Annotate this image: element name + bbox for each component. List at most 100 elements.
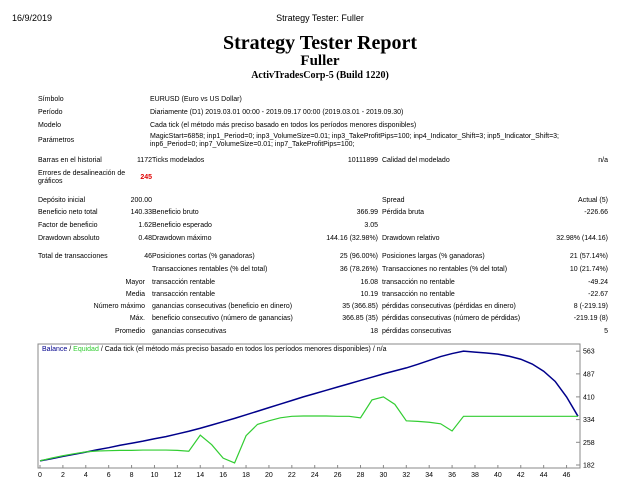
info-value: Diariamente (D1) 2019.03.01 00:00 - 2019… xyxy=(150,109,404,116)
table-value: 0.48 xyxy=(138,235,152,242)
table-value: 3.05 xyxy=(364,222,378,229)
series-line xyxy=(39,350,579,462)
y-tick-label: 258 xyxy=(583,440,595,447)
legend: Balance / Equidad / Cada tick (el método… xyxy=(42,346,387,353)
legend-entry: Equidad xyxy=(73,346,99,353)
table-value: 21 (57.14%) xyxy=(569,253,608,260)
table-label: transacción no rentable xyxy=(382,279,455,286)
table-value: 32.98% (144.16) xyxy=(556,235,608,242)
x-tick-label: 26 xyxy=(334,472,342,479)
y-tick-label: 410 xyxy=(583,394,595,401)
table-label: Transacciones rentables (% del total) xyxy=(152,266,268,273)
table-label: transacción rentable xyxy=(152,279,216,286)
table-value: 140.33 xyxy=(130,209,152,216)
table-value: -219.19 (8) xyxy=(573,315,608,322)
table-label: transacción no rentable xyxy=(382,291,455,298)
table-label: Mayor xyxy=(125,279,145,286)
table-value: 35 (366.85) xyxy=(342,303,378,310)
x-tick-label: 10 xyxy=(151,472,159,479)
table-value: -22.67 xyxy=(588,291,608,298)
table-label: Ticks modelados xyxy=(152,157,205,164)
x-tick-label: 12 xyxy=(173,472,181,479)
info-label: Modelo xyxy=(38,122,61,129)
x-tick-label: 34 xyxy=(425,472,433,479)
table-value: 18 xyxy=(370,328,378,335)
x-tick-label: 42 xyxy=(517,472,525,479)
table-value: 36 (78.26%) xyxy=(339,266,378,273)
x-tick-label: 2 xyxy=(61,472,65,479)
window-title: Strategy Tester: Fuller xyxy=(276,13,364,23)
table-label: Posiciones largas (% ganadoras) xyxy=(382,253,485,260)
x-tick-label: 6 xyxy=(107,472,111,479)
print-date: 16/9/2019 xyxy=(12,13,53,23)
table-label: Media xyxy=(125,291,145,298)
x-tick-label: 8 xyxy=(130,472,134,479)
table-label: pérdidas consecutivas (número de pérdida… xyxy=(382,315,521,322)
legend-quality: n/a xyxy=(377,346,387,353)
table-value: 245 xyxy=(140,174,152,181)
table-value: 200.00 xyxy=(130,197,152,204)
info-value: Cada tick (el método más preciso basado … xyxy=(150,122,417,129)
table-label: Pérdida bruta xyxy=(382,209,425,216)
x-tick-label: 18 xyxy=(242,472,250,479)
table-label: Beneficio neto total xyxy=(38,209,98,216)
info-label: Parámetros xyxy=(38,137,75,144)
table-value: 1.62 xyxy=(138,222,152,229)
server: ActivTradesCorp-5 (Build 1220) xyxy=(251,70,389,81)
report-title: Strategy Tester Report xyxy=(222,32,418,54)
y-tick-label: 182 xyxy=(583,463,595,470)
x-tick-label: 30 xyxy=(380,472,388,479)
table-label: Calidad del modelado xyxy=(382,157,450,164)
table-label: Drawdown máximo xyxy=(152,235,212,242)
table-label: Número máximo xyxy=(93,303,145,310)
x-tick-label: 4 xyxy=(84,472,88,479)
legend-separator: / xyxy=(69,346,71,353)
x-tick-label: 38 xyxy=(471,472,479,479)
table-label: ganancias consecutivas xyxy=(152,328,227,335)
series-line xyxy=(39,396,578,464)
info-value: EURUSD (Euro vs US Dollar) xyxy=(150,96,242,103)
table-value: -49.24 xyxy=(588,279,608,286)
table-label: ganancias consecutivas (beneficio en din… xyxy=(152,303,293,310)
table-value: -226.66 xyxy=(584,209,608,216)
table-value: 10 (21.74%) xyxy=(569,266,608,273)
table-label: pérdidas consecutivas (pérdidas en diner… xyxy=(382,303,516,310)
table-label: Drawdown relativo xyxy=(382,235,440,242)
x-tick-label: 20 xyxy=(265,472,273,479)
x-tick-label: 14 xyxy=(196,472,204,479)
table-label: Drawdown absoluto xyxy=(38,235,100,242)
x-tick-label: 28 xyxy=(357,472,365,479)
table-value: 144.16 (32.98%) xyxy=(326,235,378,242)
legend-model: Cada tick (el método más preciso basado … xyxy=(105,346,371,353)
legend-entry: Balance xyxy=(42,346,67,353)
table-value: 366.99 xyxy=(356,209,378,216)
table-label: beneficio consecutivo (número de gananci… xyxy=(152,315,293,322)
x-tick-label: 24 xyxy=(311,472,319,479)
table-label: Promedio xyxy=(115,328,145,335)
y-tick-label: 487 xyxy=(583,371,595,378)
y-tick-label: 563 xyxy=(583,349,595,356)
x-tick-label: 46 xyxy=(563,472,571,479)
x-tick-label: 32 xyxy=(402,472,410,479)
legend-separator: / xyxy=(101,346,103,353)
x-tick-label: 16 xyxy=(219,472,227,479)
table-label: Beneficio esperado xyxy=(152,222,212,229)
table-label: Spread xyxy=(382,197,405,204)
table-value: Actual (5) xyxy=(578,197,608,204)
table-value: 10111899 xyxy=(347,157,378,164)
table-value: 46 xyxy=(144,253,152,260)
table-label: Transacciones no rentables (% del total) xyxy=(382,266,508,273)
table-label: Factor de beneficio xyxy=(38,222,98,229)
table-value: 25 (96.00%) xyxy=(339,253,378,260)
table-label: Depósito inicial xyxy=(38,197,86,204)
x-tick-label: 0 xyxy=(38,472,42,479)
table-label: Errores de desalineación de gráficos xyxy=(38,170,126,185)
x-tick-label: 22 xyxy=(288,472,296,479)
table-value: 10.19 xyxy=(360,291,378,298)
table-label: pérdidas consecutivas xyxy=(382,328,452,335)
table-value: 366.85 (35) xyxy=(342,315,378,322)
table-value: n/a xyxy=(598,157,608,164)
plot-frame xyxy=(37,343,581,469)
